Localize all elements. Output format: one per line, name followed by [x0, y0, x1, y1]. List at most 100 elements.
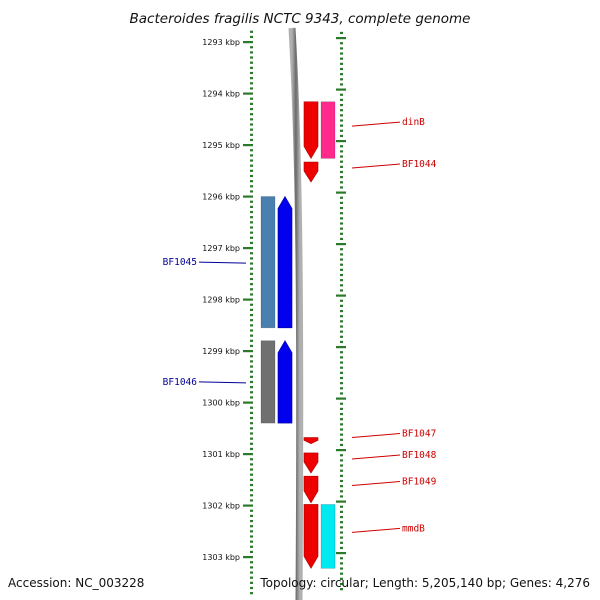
- ruler-tick-right: [340, 402, 343, 405]
- ruler-tick-right: [340, 315, 343, 318]
- ruler-tick-left: [243, 92, 253, 95]
- ruler-tick-left: [250, 262, 253, 265]
- ruler-tick-right: [340, 485, 343, 488]
- ruler-tick-left: [250, 51, 253, 54]
- ruler-tick-right: [336, 88, 346, 91]
- ruler-tick-left: [250, 592, 253, 595]
- ruler-tick-right: [340, 428, 343, 431]
- ruler-tick-left: [250, 494, 253, 497]
- ruler-tick-right: [336, 346, 346, 349]
- ruler-tick-left: [243, 247, 253, 250]
- ruler-tick-right: [340, 505, 343, 508]
- ruler-tick-left: [250, 231, 253, 234]
- ruler-tick-left: [243, 453, 253, 456]
- cds-arrow: [277, 340, 293, 424]
- ruler-tick-right: [340, 536, 343, 539]
- ruler-tick-right: [340, 490, 343, 493]
- ruler-tick-left: [250, 499, 253, 502]
- ruler-tick-right: [340, 176, 343, 179]
- ruler-tick-left: [250, 458, 253, 461]
- ruler-tick-left: [250, 87, 253, 90]
- ruler-tick-left: [250, 519, 253, 523]
- ruler-tick-left: [250, 391, 253, 394]
- ruler-tick-right: [340, 479, 343, 483]
- ruler-tick-left: [243, 41, 253, 44]
- ruler-tick-left: [250, 365, 253, 368]
- ruler-tick-left: [250, 581, 253, 584]
- gene-label: dinB: [402, 117, 425, 128]
- ruler-tick-right: [340, 510, 343, 513]
- ruler-tick-right: [336, 552, 346, 555]
- ruler-tick-left: [250, 324, 253, 327]
- ruler-tick-left: [250, 473, 253, 476]
- kbp-label: 1301 kbp: [202, 450, 240, 459]
- ruler-tick-left: [250, 437, 253, 440]
- ruler-tick-right: [340, 206, 343, 210]
- ruler-left: [243, 30, 253, 595]
- ruler-tick-left: [250, 360, 253, 363]
- ruler-tick-left: [250, 386, 253, 389]
- ruler-tick-right: [340, 103, 343, 107]
- ruler-tick-left: [250, 416, 253, 420]
- gene-label: BF1047: [402, 429, 436, 440]
- ruler-tick-right: [340, 201, 343, 204]
- ruler-tick-right: [340, 376, 343, 380]
- gene-label: BF1046: [163, 377, 198, 388]
- ruler-tick-left: [250, 329, 253, 332]
- ruler-tick-left: [250, 370, 253, 373]
- ruler-tick-left: [250, 82, 253, 85]
- kbp-label: 1300 kbp: [202, 399, 240, 408]
- ruler-tick-left: [250, 576, 253, 579]
- ruler-tick-left: [250, 283, 253, 286]
- gene-bar: [260, 340, 276, 424]
- ruler-tick-right: [340, 109, 343, 112]
- ruler-tick-left: [250, 468, 253, 471]
- ruler-tick-right: [340, 145, 343, 148]
- ruler-tick-left: [250, 571, 253, 574]
- gene-label: BF1044: [402, 159, 437, 170]
- ruler-tick-left: [250, 293, 253, 296]
- gene-label-leader: [351, 163, 401, 169]
- gene-labels: dinB BF1044 BF1045 BF1046 BF1047 BF1048 BF1049…: [163, 117, 437, 534]
- ruler-tick-left: [250, 427, 253, 430]
- ruler-tick-left: [250, 406, 253, 409]
- ruler-tick-left: [250, 128, 253, 131]
- map-title: Bacteroides fragilis NCTC 9343, complete…: [130, 11, 471, 27]
- ruler-tick-right: [340, 248, 343, 251]
- ruler-tick-right: [340, 443, 343, 447]
- ruler-right: [336, 31, 346, 591]
- ruler-tick-right: [340, 263, 343, 266]
- topology-text: Topology: circular; Length: 5,205,140 bp…: [259, 576, 590, 590]
- ruler-tick-right: [340, 98, 343, 101]
- ruler-tick-right: [340, 134, 343, 138]
- ruler-tick-right: [340, 279, 343, 282]
- ruler-tick-left: [250, 113, 253, 116]
- ruler-tick-right: [340, 155, 343, 158]
- ruler-tick-left: [243, 298, 253, 301]
- ruler-tick-right: [340, 227, 343, 230]
- ruler-tick-left: [250, 530, 253, 533]
- ruler-tick-right: [336, 243, 346, 246]
- ruler-tick-left: [243, 350, 253, 353]
- gene-label-leader: [351, 433, 401, 439]
- ruler-tick-left: [250, 272, 253, 275]
- ruler-tick-left: [250, 216, 253, 219]
- ruler-tick-left: [243, 195, 253, 198]
- ruler-tick-left: [250, 97, 253, 100]
- ruler-tick-right: [340, 423, 343, 426]
- ruler-tick-left: [250, 313, 253, 317]
- ruler-tick-right: [340, 340, 343, 344]
- ruler-tick-left: [250, 561, 253, 564]
- ruler-tick-right: [340, 304, 343, 307]
- ruler-tick-right: [340, 73, 343, 76]
- ruler-tick-right: [340, 387, 343, 390]
- ruler-tick-left: [250, 509, 253, 512]
- ruler-tick-right: [340, 412, 343, 416]
- ruler-tick-right: [340, 165, 343, 168]
- gene-label: mmdB: [402, 523, 425, 534]
- ruler-tick-left: [250, 169, 253, 172]
- gene-label: BF1045: [163, 257, 197, 268]
- ruler-tick-left: [243, 556, 253, 559]
- ruler-tick-right: [340, 47, 343, 50]
